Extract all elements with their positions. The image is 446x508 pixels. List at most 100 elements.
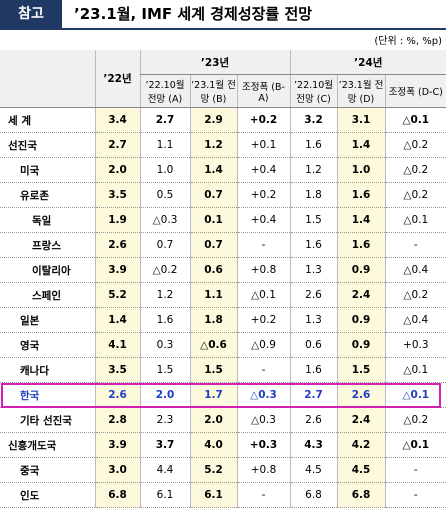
cell: 2.6 bbox=[94, 232, 140, 258]
year-header: ’24년 bbox=[289, 50, 446, 75]
cell: 1.6 bbox=[289, 132, 338, 158]
cell: 2.6 bbox=[94, 382, 140, 408]
cell: - bbox=[236, 357, 291, 383]
sub-header: 조정폭 (D-C) bbox=[384, 74, 446, 108]
cell: 3.1 bbox=[336, 107, 386, 133]
table-row: 프랑스 2.6 0.7 0.7-1.6 1.6- bbox=[0, 232, 446, 258]
cell: 5.2 bbox=[189, 457, 237, 483]
table-row: 미국 2.0 1.0 1.4 +0.4 1.2 1.0 △0.2 bbox=[0, 157, 446, 183]
cell: △0.2 bbox=[384, 182, 446, 208]
cell: 2.0 bbox=[189, 407, 237, 433]
cell: 3.0 bbox=[94, 457, 140, 483]
cell: 5.2 bbox=[94, 282, 140, 308]
cell: 1.6 bbox=[289, 357, 338, 383]
cell: 0.5 bbox=[139, 182, 190, 208]
cell: 1.2 bbox=[139, 282, 190, 308]
cell: 1.4 bbox=[336, 207, 386, 233]
cell: 4.0 bbox=[189, 432, 237, 458]
cell: △0.1 bbox=[384, 357, 446, 383]
cell: 1.0 bbox=[336, 157, 386, 183]
table-row: 일본 1.4 1.6 1.8 +0.2 1.3 0.9 △0.4 bbox=[0, 307, 446, 333]
cell: △0.1 bbox=[384, 432, 446, 458]
cell: 1.0 bbox=[139, 157, 190, 183]
cell: 6.8 bbox=[336, 482, 386, 508]
cell: △0.1 bbox=[384, 382, 446, 408]
cell: 3.7 bbox=[139, 432, 190, 458]
cell: 1.5 bbox=[336, 357, 386, 383]
title-bar: 참고 ’23.1월, IMF 세계 경제성장률 전망 bbox=[0, 0, 446, 30]
row-label: 스페인 bbox=[0, 282, 95, 308]
cell: 4.5 bbox=[336, 457, 386, 483]
cell: △0.3 bbox=[139, 207, 190, 233]
table-row: 독일 1.9 △0.3 0.1 +0.4 1.5 1.4 △0.1 bbox=[0, 207, 446, 233]
cell: 2.6 bbox=[289, 407, 338, 433]
cell: +0.3 bbox=[384, 332, 446, 358]
table: ’22년 ’23년 ’24년 ’22.10월 전망 (A) ’23.1월 전망 (B) 조… bbox=[0, 50, 446, 508]
cell: 2.4 bbox=[336, 407, 386, 433]
cell: 6.8 bbox=[289, 482, 338, 508]
cell: 3.4 bbox=[94, 107, 140, 133]
cell: 1.9 bbox=[94, 207, 140, 233]
badge: 참고 bbox=[0, 0, 62, 28]
cell: 4.2 bbox=[336, 432, 386, 458]
cell: △0.2 bbox=[384, 132, 446, 158]
cell: +0.2 bbox=[236, 107, 291, 133]
cell: 1.5 bbox=[189, 357, 237, 383]
cell: 1.1 bbox=[189, 282, 237, 308]
cell: 1.8 bbox=[289, 182, 338, 208]
table-row: 인도 6.8 6.1 6.1-6.8 6.8- bbox=[0, 482, 446, 508]
cell: △0.3 bbox=[236, 382, 291, 408]
cell: 2.6 bbox=[289, 282, 338, 308]
cell: +0.2 bbox=[236, 307, 291, 333]
cell: 1.3 bbox=[289, 307, 338, 333]
cell: 0.9 bbox=[336, 307, 386, 333]
year-header: ’23년 bbox=[139, 50, 291, 75]
cell: 0.6 bbox=[189, 257, 237, 283]
cell: 6.1 bbox=[189, 482, 237, 508]
cell: 2.0 bbox=[94, 157, 140, 183]
cell: +0.8 bbox=[236, 457, 291, 483]
cell: 1.5 bbox=[289, 207, 338, 233]
cell: 3.5 bbox=[94, 182, 140, 208]
row-label: 영국 bbox=[0, 332, 95, 358]
cell: 0.7 bbox=[189, 232, 237, 258]
cell: 0.7 bbox=[189, 182, 237, 208]
header-row: ’22.10월 전망 (A) ’23.1월 전망 (B) 조정폭 (B-A) ’22.… bbox=[0, 74, 446, 108]
cell: +0.1 bbox=[236, 132, 291, 158]
table-row: 신흥개도국 3.9 3.7 4.0 +0.3 4.3 4.2 △0.1 bbox=[0, 432, 446, 458]
row-label: 독일 bbox=[0, 207, 95, 233]
cell: - bbox=[384, 482, 446, 508]
cell: 0.9 bbox=[336, 257, 386, 283]
cell: 2.6 bbox=[336, 382, 386, 408]
sub-header: ’22.10월 전망 (A) bbox=[139, 74, 190, 108]
cell: 2.7 bbox=[139, 107, 190, 133]
cell: 1.1 bbox=[139, 132, 190, 158]
header-row: ’22년 ’23년 ’24년 bbox=[0, 50, 446, 108]
cell: △0.1 bbox=[384, 107, 446, 133]
cell: △0.2 bbox=[384, 407, 446, 433]
cell: 0.6 bbox=[289, 332, 338, 358]
cell: 1.5 bbox=[139, 357, 190, 383]
cell: 1.6 bbox=[289, 232, 338, 258]
cell: 0.3 bbox=[139, 332, 190, 358]
cell: +0.3 bbox=[236, 432, 291, 458]
cell: +0.4 bbox=[236, 157, 291, 183]
cell: 1.4 bbox=[94, 307, 140, 333]
row-label: 유로존 bbox=[0, 182, 95, 208]
cell: 4.3 bbox=[289, 432, 338, 458]
cell: △0.2 bbox=[139, 257, 190, 283]
row-label: 세 계 bbox=[0, 107, 95, 133]
cell: 1.2 bbox=[189, 132, 237, 158]
row-label: 일본 bbox=[0, 307, 95, 333]
cell: △0.2 bbox=[384, 157, 446, 183]
cell: 1.7 bbox=[189, 382, 237, 408]
cell: △0.1 bbox=[236, 282, 291, 308]
row-label: 중국 bbox=[0, 457, 95, 483]
cell: 4.5 bbox=[289, 457, 338, 483]
row-label: 캐나다 bbox=[0, 357, 95, 383]
cell: 2.3 bbox=[139, 407, 190, 433]
cell: 3.9 bbox=[94, 257, 140, 283]
cell: 1.3 bbox=[289, 257, 338, 283]
cell: 1.6 bbox=[336, 232, 386, 258]
